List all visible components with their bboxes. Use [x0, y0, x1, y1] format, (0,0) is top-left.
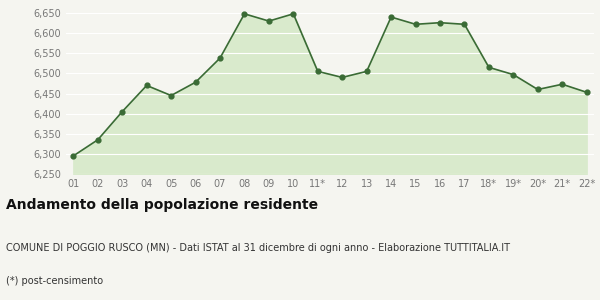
Point: [313, 69, 323, 74]
Point: [239, 11, 249, 16]
Point: [411, 22, 421, 27]
Point: [289, 11, 298, 16]
Point: [386, 15, 396, 20]
Point: [557, 82, 567, 87]
Point: [460, 22, 469, 27]
Point: [142, 83, 151, 88]
Point: [435, 20, 445, 25]
Point: [215, 56, 225, 61]
Point: [93, 137, 103, 142]
Point: [582, 90, 592, 95]
Point: [533, 87, 542, 92]
Point: [484, 65, 494, 70]
Point: [191, 80, 200, 85]
Point: [337, 75, 347, 80]
Point: [509, 72, 518, 77]
Point: [264, 19, 274, 23]
Text: COMUNE DI POGGIO RUSCO (MN) - Dati ISTAT al 31 dicembre di ogni anno - Elaborazi: COMUNE DI POGGIO RUSCO (MN) - Dati ISTAT…: [6, 243, 510, 253]
Point: [118, 109, 127, 114]
Point: [68, 154, 78, 158]
Point: [362, 69, 371, 74]
Text: Andamento della popolazione residente: Andamento della popolazione residente: [6, 198, 318, 212]
Text: (*) post-censimento: (*) post-censimento: [6, 276, 103, 286]
Point: [166, 93, 176, 98]
